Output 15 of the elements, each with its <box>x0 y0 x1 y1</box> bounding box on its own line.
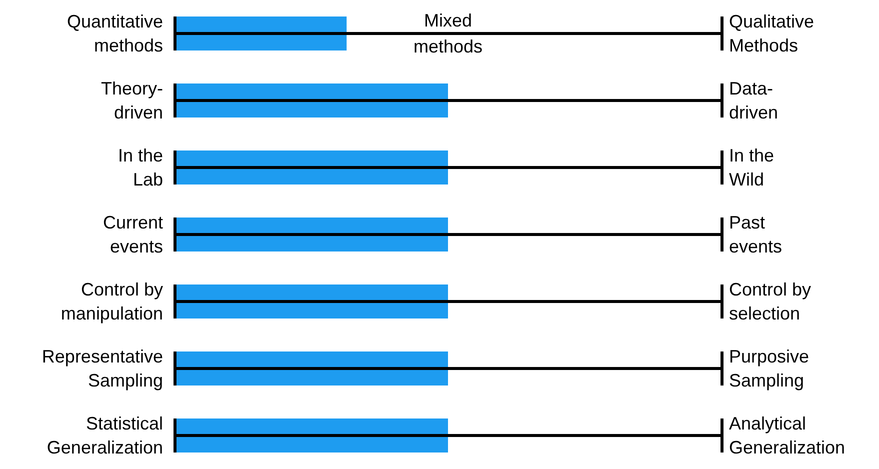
y-tick-label: Current events <box>102 212 163 256</box>
text: Past events <box>729 212 782 256</box>
text: Analytical Generalization <box>729 414 846 458</box>
text: Control by selection <box>729 280 812 324</box>
text: Data- driven <box>729 78 778 122</box>
text: In the Wild <box>729 146 774 190</box>
y-tick-label: Quantitative methods <box>66 12 163 56</box>
y-tick-label: Statistical Generalization <box>46 414 163 458</box>
y-tick-label: Theory- driven <box>100 78 164 122</box>
y-tick-label: Representative Sampling <box>42 346 163 390</box>
text: Purposive Sampling <box>729 346 810 390</box>
y-tick-label: Control by manipulation <box>60 280 163 324</box>
y-tick-label: In the Lab <box>118 146 163 190</box>
annotation: Mixed methods <box>413 10 483 56</box>
text: Qualitative Methods <box>729 12 814 56</box>
